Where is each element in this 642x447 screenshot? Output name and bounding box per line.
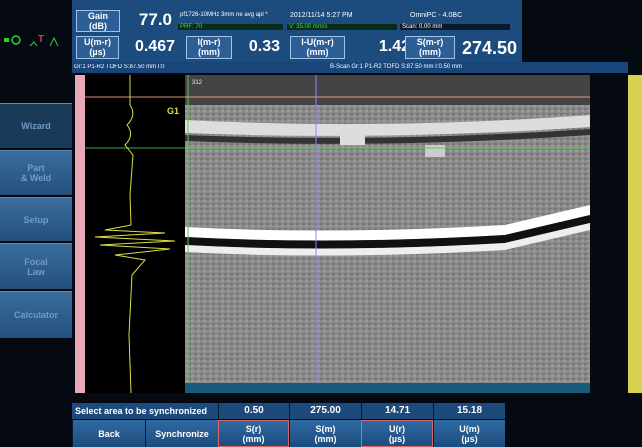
footer-button[interactable]: S(r) (mm) <box>218 420 289 447</box>
menu-button[interactable]: Focal Law <box>0 243 72 289</box>
sync-prompt: Select area to be synchronized <box>72 403 218 419</box>
menu-button[interactable]: Setup <box>0 197 72 241</box>
footer-button[interactable]: Back <box>72 420 145 447</box>
sync-value: 15.18 <box>433 403 505 419</box>
footer-button[interactable]: U(r) (µs) <box>361 420 433 447</box>
cursor-label: 312 <box>192 80 203 86</box>
svg-text:T: T <box>38 34 44 45</box>
gate-label: G1 <box>167 106 180 116</box>
footer-button[interactable]: Synchronize <box>145 420 218 447</box>
reading-value: 0.33 <box>248 38 280 55</box>
ascan-view <box>75 75 185 393</box>
reading-label: U(m-r) (µs) <box>76 36 119 59</box>
ascan-ruler <box>75 75 85 393</box>
footer-button[interactable]: U(m) (µs) <box>433 420 505 447</box>
view-title-bar <box>72 62 628 73</box>
gain-label: Gain (dB) <box>76 10 120 32</box>
bscan-title: B-Scan Gr:1 P1-R2 TOFD S:87.50 mm I:0.50… <box>330 64 462 70</box>
ascan-waveform <box>85 75 185 393</box>
sync-value: 0.50 <box>218 403 289 419</box>
sync-value: 275.00 <box>289 403 361 419</box>
bscan-view <box>185 75 590 393</box>
reading-value: 0.467 <box>134 38 175 55</box>
probe: pf1726-10MHz 3mm ne avg apl * <box>180 12 268 18</box>
menu-button[interactable]: Calculator <box>0 291 72 338</box>
reading-value: 274.50 <box>461 38 517 58</box>
reading-label: I(m-r) (mm) <box>186 36 232 59</box>
app: OmniPC - 4.0BC <box>410 12 463 19</box>
sync-value: 14.71 <box>361 403 433 419</box>
menu-button[interactable]: Wizard <box>0 103 72 148</box>
status-icons: T <box>4 34 59 47</box>
footer-button[interactable]: S(m) (mm) <box>289 420 361 447</box>
palette-ruler <box>628 75 642 393</box>
datetime: 2012/11/14 5:27 PM <box>290 12 353 19</box>
velocity: V: 35.00 mm/s <box>287 24 397 30</box>
gain-value: 77.0 <box>138 10 172 29</box>
ascan-title: Gr:1 P1-R2 TOFD S:87.50 mm I:0 <box>74 64 165 70</box>
menu-button[interactable]: Part & Weld <box>0 150 72 195</box>
scan: Scan: 0.00 mm <box>400 24 510 30</box>
reading-label: S(m-r) (mm) <box>405 36 455 59</box>
reading-label: I-U(m-r) (mm) <box>290 36 345 59</box>
reading-value: 1.42 <box>378 38 410 55</box>
prf: PRF: 70 <box>178 24 283 30</box>
